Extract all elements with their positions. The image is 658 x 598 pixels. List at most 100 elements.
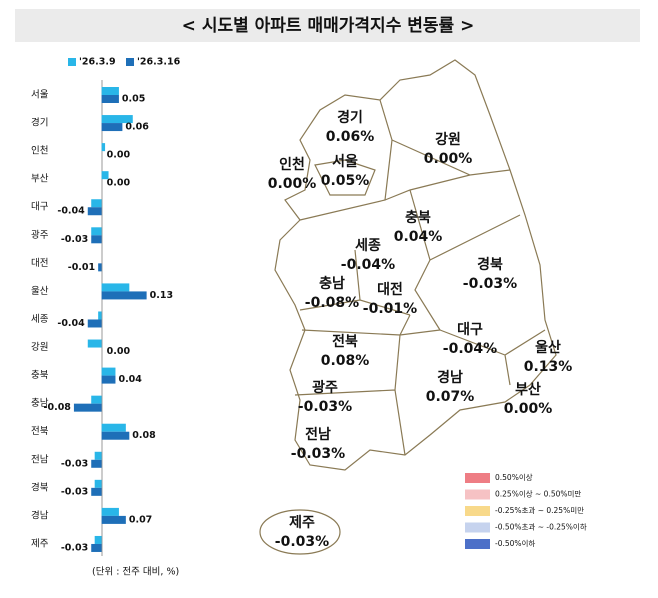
value-label: -0.03	[61, 458, 88, 469]
bar	[91, 543, 102, 552]
region-name: 전남	[305, 426, 331, 443]
region-value: -0.01%	[363, 301, 417, 317]
map: 경기 0.06% 강원 0.00% 인천 0.00% 서울 0.05% 충북 0.04% 세종 -0.…	[259, 59, 573, 555]
bar	[101, 123, 123, 132]
region-name: 경북	[477, 256, 503, 273]
value-label: 0.08	[132, 430, 156, 441]
bar	[91, 199, 102, 208]
bar	[91, 459, 102, 468]
map-legend-label: 0.50%이상	[495, 472, 533, 482]
region-value: -0.08%	[305, 295, 359, 311]
bar	[101, 375, 116, 384]
region-name: 인천	[279, 156, 305, 173]
region-name: 충남	[319, 275, 345, 292]
bar	[101, 515, 126, 524]
chart-title: < 시도별 아파트 매매가격지수 변동률 >	[182, 16, 475, 36]
region-name: 제주	[289, 515, 315, 531]
y-tick-label: 충북	[31, 370, 49, 381]
y-tick-label: 경기	[31, 117, 48, 129]
map-legend-label: -0.50%초과 ~ -0.25%이하	[495, 522, 587, 532]
legend-label: '26.3.9	[79, 57, 116, 68]
y-tick-label: 대전	[31, 258, 48, 269]
region-value: -0.03%	[298, 399, 352, 415]
map-legend-label: 0.25%이상 ~ 0.50%미만	[495, 489, 581, 499]
korea-mainland	[274, 59, 557, 471]
region-name: 울산	[535, 339, 561, 356]
region-name: 전북	[332, 333, 358, 350]
bar	[101, 423, 126, 432]
y-tick-label: 경북	[31, 481, 49, 493]
value-label: 0.13	[150, 290, 173, 301]
region-value: -0.03%	[275, 534, 329, 550]
region-value: 0.07%	[426, 389, 475, 405]
value-label: -0.04	[57, 206, 85, 217]
y-tick-label: 울산	[31, 286, 49, 297]
region-value: 0.13%	[524, 359, 573, 375]
value-label: 0.00	[107, 178, 131, 189]
y-tick-label: 대구	[31, 202, 49, 213]
region-name: 충북	[405, 210, 431, 226]
bar	[101, 115, 133, 124]
region-value: 0.05%	[321, 173, 370, 189]
value-label: 0.00	[107, 150, 131, 161]
bar	[91, 227, 102, 236]
region-value: 0.04%	[394, 229, 443, 245]
y-tick-label: 제주	[31, 538, 49, 549]
value-label: -0.03	[61, 234, 88, 245]
y-tick-label: 세종	[31, 314, 49, 325]
y-tick-label: 충남	[31, 398, 49, 409]
region-value: 0.08%	[321, 353, 370, 369]
bar	[101, 143, 106, 152]
y-tick-label: 전북	[31, 426, 49, 437]
bar	[94, 451, 102, 460]
bar	[101, 283, 130, 292]
value-label: 0.06	[125, 122, 149, 133]
value-label: 0.07	[129, 514, 152, 525]
y-tick-label: 서울	[31, 90, 49, 101]
legend-swatch	[68, 58, 76, 66]
bar	[94, 479, 102, 488]
region-name: 강원	[435, 131, 461, 148]
region-value: -0.03%	[291, 446, 345, 462]
map-legend-swatch	[465, 473, 490, 483]
y-tick-label: 부산	[31, 174, 49, 185]
region-value: 0.00%	[504, 401, 553, 417]
value-label: -0.01	[68, 262, 95, 273]
map-legend-swatch	[465, 539, 490, 549]
region-name: 광주	[312, 379, 338, 396]
region-value: -0.04%	[443, 341, 497, 357]
region-value: -0.04%	[341, 257, 395, 273]
jeju-island	[259, 509, 341, 555]
region-name: 대전	[377, 281, 403, 298]
region-value: 0.00%	[424, 151, 473, 167]
bar	[87, 207, 102, 216]
map-legend-label: -0.50%이하	[495, 538, 535, 548]
bar	[94, 535, 102, 544]
legend-label: '26.3.16	[137, 57, 181, 68]
unit-note: (단위 : 전주 대비, %)	[92, 566, 179, 578]
region-name: 서울	[332, 153, 358, 170]
bar	[101, 367, 116, 376]
value-label: 0.05	[122, 94, 145, 105]
value-label: 0.04	[118, 374, 142, 385]
map-legend-label: -0.25%초과 ~ 0.25%미만	[495, 506, 584, 515]
bar	[101, 291, 147, 300]
y-tick-label: 전남	[31, 454, 49, 465]
region-name: 부산	[515, 381, 541, 398]
region-name: 세종	[355, 238, 381, 254]
bar	[101, 87, 119, 95]
value-label: -0.03	[61, 542, 88, 553]
bar	[101, 171, 109, 180]
bar	[91, 487, 102, 496]
bar	[73, 403, 102, 412]
region-borders	[294, 99, 546, 456]
bar	[98, 263, 102, 272]
bar	[98, 311, 102, 320]
bar	[91, 235, 102, 244]
map-legend-swatch	[465, 506, 490, 516]
region-value: 0.06%	[326, 129, 375, 145]
y-tick-label: 강원	[31, 342, 48, 353]
map-legend-swatch	[465, 489, 490, 500]
